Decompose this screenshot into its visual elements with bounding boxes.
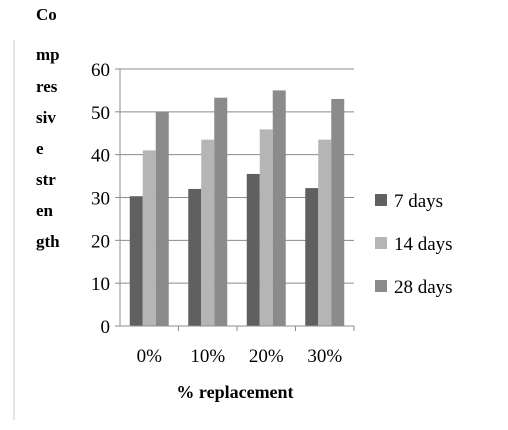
y-tick-labels: 0 10 20 30 40 50 60 [91,60,110,338]
y-axis-title-line: Co [36,5,57,24]
y-axis-title-line: siv [36,108,56,127]
y-axis-title-line: gth [36,232,60,251]
legend-label: 7 days [394,191,443,212]
legend-swatch [375,194,387,206]
x-tick-label: 10% [190,346,225,367]
y-axis-title-line: mp [36,45,60,64]
bar [214,97,228,326]
legend-swatch [375,280,387,292]
x-tick-label: 30% [307,346,342,367]
y-axis-title-line: e [36,139,44,158]
bar [142,150,156,326]
legend-label: 14 days [394,234,453,255]
y-tick-label: 30 [91,189,110,210]
x-category-labels: 0% 10% 20% 30% [137,326,355,367]
y-axis-title-line: res [36,77,58,96]
legend-swatch [375,237,387,249]
legend-label: 28 days [394,277,453,298]
y-tick-label: 60 [91,60,110,81]
y-axis-title-line: en [36,201,54,220]
bars [129,90,345,327]
bar [305,188,319,326]
legend: 7 days 14 days 28 days [375,191,453,298]
bar [272,90,286,327]
y-tick-label: 40 [91,146,110,167]
x-tick-label: 0% [137,346,163,367]
bar [129,196,143,326]
y-tick-label: 50 [91,103,110,124]
y-tick-label: 0 [101,317,111,338]
x-tick-label: 20% [249,346,284,367]
y-axis-title-line: str [36,170,56,189]
bar [259,129,273,326]
bar [201,139,215,326]
x-axis-title: % replacement [176,382,293,402]
bar [331,98,345,326]
y-tick-label: 10 [91,274,110,295]
y-axis-title: Co mp res siv e str en gth [36,5,60,251]
bar [246,173,260,326]
bar [188,188,202,326]
y-tick-label: 20 [91,231,110,252]
bar [318,139,332,326]
bar [155,111,169,326]
